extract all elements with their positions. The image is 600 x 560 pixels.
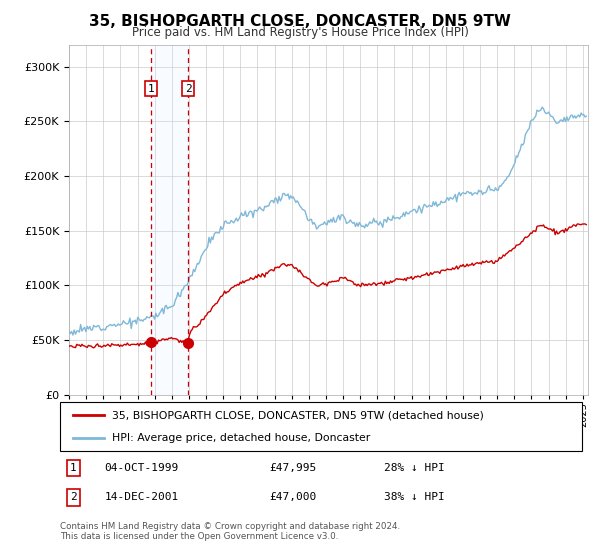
Text: HPI: Average price, detached house, Doncaster: HPI: Average price, detached house, Donc… [112, 433, 370, 442]
Text: Price paid vs. HM Land Registry's House Price Index (HPI): Price paid vs. HM Land Registry's House … [131, 26, 469, 39]
Text: 35, BISHOPGARTH CLOSE, DONCASTER, DN5 9TW: 35, BISHOPGARTH CLOSE, DONCASTER, DN5 9T… [89, 14, 511, 29]
FancyBboxPatch shape [60, 402, 582, 451]
Text: £47,000: £47,000 [269, 492, 316, 502]
Text: £47,995: £47,995 [269, 463, 316, 473]
Text: 2: 2 [70, 492, 76, 502]
Bar [151, 45, 188, 395]
Text: 04-OCT-1999: 04-OCT-1999 [104, 463, 179, 473]
Text: 1: 1 [148, 83, 154, 94]
Text: 14-DEC-2001: 14-DEC-2001 [104, 492, 179, 502]
Text: 35, BISHOPGARTH CLOSE, DONCASTER, DN5 9TW (detached house): 35, BISHOPGARTH CLOSE, DONCASTER, DN5 9T… [112, 410, 484, 420]
Text: 2: 2 [185, 83, 191, 94]
Text: 38% ↓ HPI: 38% ↓ HPI [383, 492, 445, 502]
Text: 1: 1 [70, 463, 76, 473]
Text: 28% ↓ HPI: 28% ↓ HPI [383, 463, 445, 473]
Text: Contains HM Land Registry data © Crown copyright and database right 2024.
This d: Contains HM Land Registry data © Crown c… [60, 522, 400, 542]
